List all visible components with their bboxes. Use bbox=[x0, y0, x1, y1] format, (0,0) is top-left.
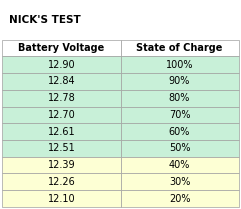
Text: NICK'S TEST: NICK'S TEST bbox=[9, 15, 81, 25]
